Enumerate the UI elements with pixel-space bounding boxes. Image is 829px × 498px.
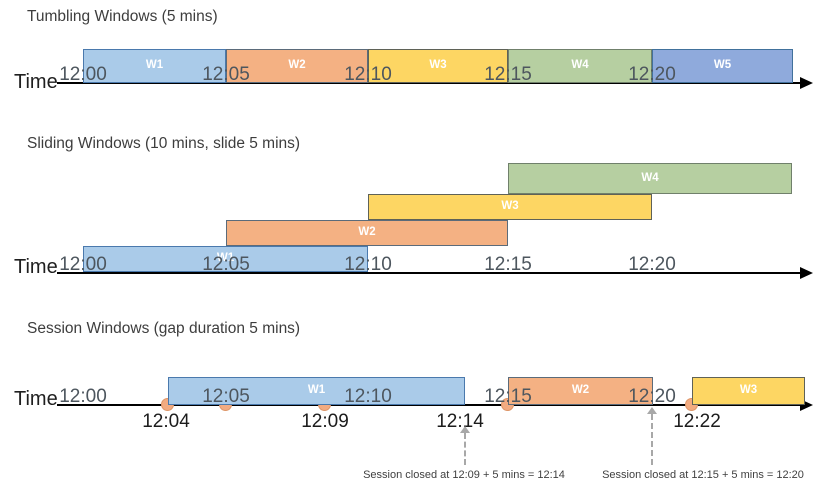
axis-tick-label: 12:05 [202, 386, 250, 407]
axis-tick-label: 12:20 [628, 254, 676, 275]
axis-tick-label: 12:00 [59, 64, 107, 85]
time-axis-label: Time [14, 256, 58, 278]
window-label: W1 [307, 384, 326, 397]
window-bar: W2 [226, 49, 368, 83]
axis-arrowhead-icon [800, 267, 813, 279]
window-label: W2 [571, 384, 590, 397]
window-label: W4 [571, 59, 589, 72]
window-label: W1 [145, 59, 164, 72]
event-time-label: 12:04 [142, 411, 190, 432]
window-bar: W3 [692, 377, 805, 405]
window-label: W3 [429, 59, 447, 72]
window-label: W2 [288, 59, 306, 72]
axis-tick-label: 12:10 [344, 64, 392, 85]
event-time-label: 12:22 [673, 411, 721, 432]
event-time-label: 12:09 [301, 411, 349, 432]
window-label: W3 [739, 384, 758, 397]
window-bar: W2 [226, 220, 508, 246]
section-title-session: Session Windows (gap duration 5 mins) [27, 320, 301, 337]
window-label: W4 [641, 171, 659, 184]
section-title-sliding: Sliding Windows (10 mins, slide 5 mins) [27, 135, 301, 152]
axis-tick-label: 12:10 [344, 254, 392, 275]
axis-tick-label: 12:20 [628, 386, 676, 407]
session-closed-annotation: Session closed at 12:15 + 5 mins = 12:20 [602, 469, 804, 481]
dashed-up-arrow-icon [647, 407, 657, 465]
axis-tick-label: 12:00 [59, 386, 107, 407]
axis-tick-label: 12:05 [202, 64, 250, 85]
section-title-tumbling: Tumbling Windows (5 mins) [27, 8, 218, 25]
axis-tick-label: 12:20 [628, 64, 676, 85]
axis-tick-label: 12:00 [59, 254, 107, 275]
window-label: W1 [216, 252, 235, 265]
window-bar: W4 [508, 49, 652, 83]
arrowhead-up-icon [647, 407, 657, 414]
axis-tick-label: 12:10 [344, 386, 392, 407]
axis-tick-label: 12:05 [202, 254, 250, 275]
window-label: W5 [713, 59, 732, 72]
time-axis [57, 272, 800, 274]
window-label: W3 [501, 200, 519, 213]
axis-tick-label: 12:15 [484, 64, 532, 85]
event-time-label: 12:14 [436, 411, 484, 432]
window-bar: W1 [168, 377, 465, 405]
window-bar: W2 [508, 377, 653, 405]
time-axis [57, 82, 800, 84]
window-label: W2 [358, 226, 376, 239]
window-bar: W4 [508, 163, 792, 194]
window-bar: W5 [652, 49, 793, 83]
time-axis [57, 404, 800, 406]
time-axis-label: Time [14, 71, 58, 93]
time-axis-label: Time [14, 388, 58, 410]
axis-arrowhead-icon [800, 77, 813, 89]
window-bar: W1 [83, 49, 226, 83]
window-bar: W3 [368, 194, 652, 220]
dashed-up-arrow-icon [460, 426, 470, 465]
window-bar: W1 [83, 246, 368, 272]
arrowhead-up-icon [460, 426, 470, 433]
axis-tick-label: 12:15 [484, 386, 532, 407]
axis-tick-label: 12:15 [484, 254, 532, 275]
session-closed-annotation: Session closed at 12:09 + 5 mins = 12:14 [363, 469, 565, 481]
window-bar: W3 [368, 49, 508, 83]
